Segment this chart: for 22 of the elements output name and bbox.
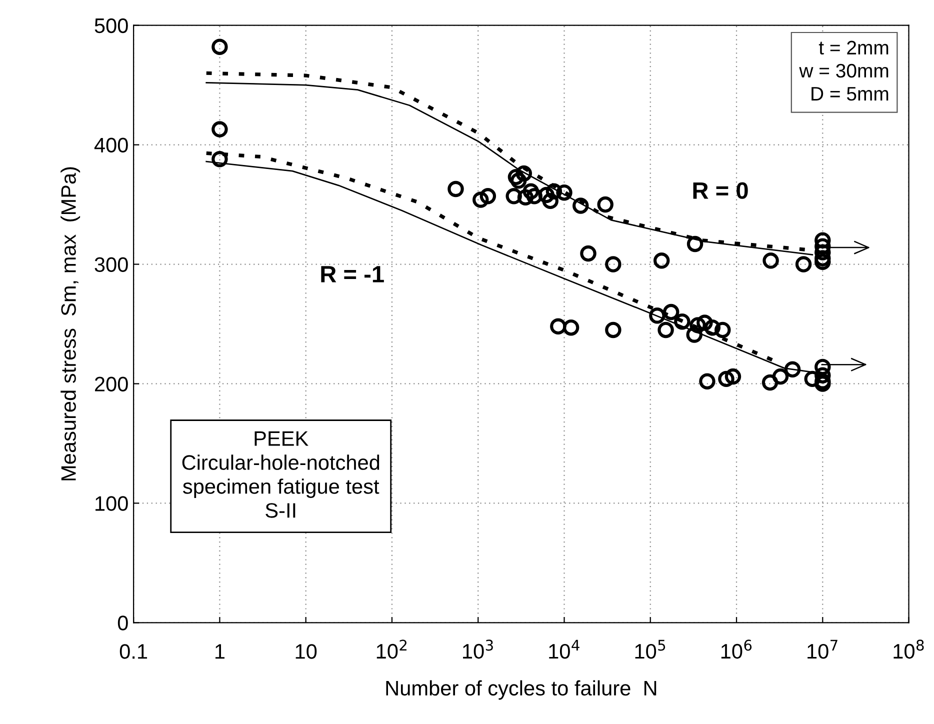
y-tick-label: 300	[94, 257, 128, 272]
x-tick-label: 10$^{2}$	[376, 640, 406, 659]
x-tick-label: 10$^{3}$	[463, 640, 493, 659]
x-axis-title: Number of cycles to failure N	[386, 680, 656, 700]
annotation: PEEK Circular-hole-notched specimen fatigue test S-II	[182, 431, 380, 518]
y-tick-label: 200	[94, 376, 128, 392]
x-tick-label: 10$^{5}$	[635, 640, 666, 659]
x-tick-label: 10$^{4}$	[549, 640, 580, 659]
y-tick-label: 0	[118, 616, 128, 630]
x-tick-label: 10$^{6}$	[721, 640, 752, 659]
y-tick-label: 400	[94, 138, 128, 153]
y-tick-label: 100	[96, 496, 128, 511]
x-tick-label: 10	[296, 644, 317, 659]
annotation: R = 0	[693, 182, 748, 199]
y-tick-label: 500	[94, 18, 128, 34]
x-tick-label: 10$^{8}$	[894, 640, 924, 659]
annotation: t = 2mm w = 30mm D = 5mm	[799, 40, 888, 101]
y-axis-title: Measured stress Sm, max (MPa)	[60, 167, 80, 480]
x-tick-label: 0.1	[120, 644, 148, 659]
x-tick-label: 10$^{7}$	[808, 640, 838, 659]
x-tick-label: 1	[215, 644, 224, 659]
annotation: R = -1	[321, 266, 384, 282]
